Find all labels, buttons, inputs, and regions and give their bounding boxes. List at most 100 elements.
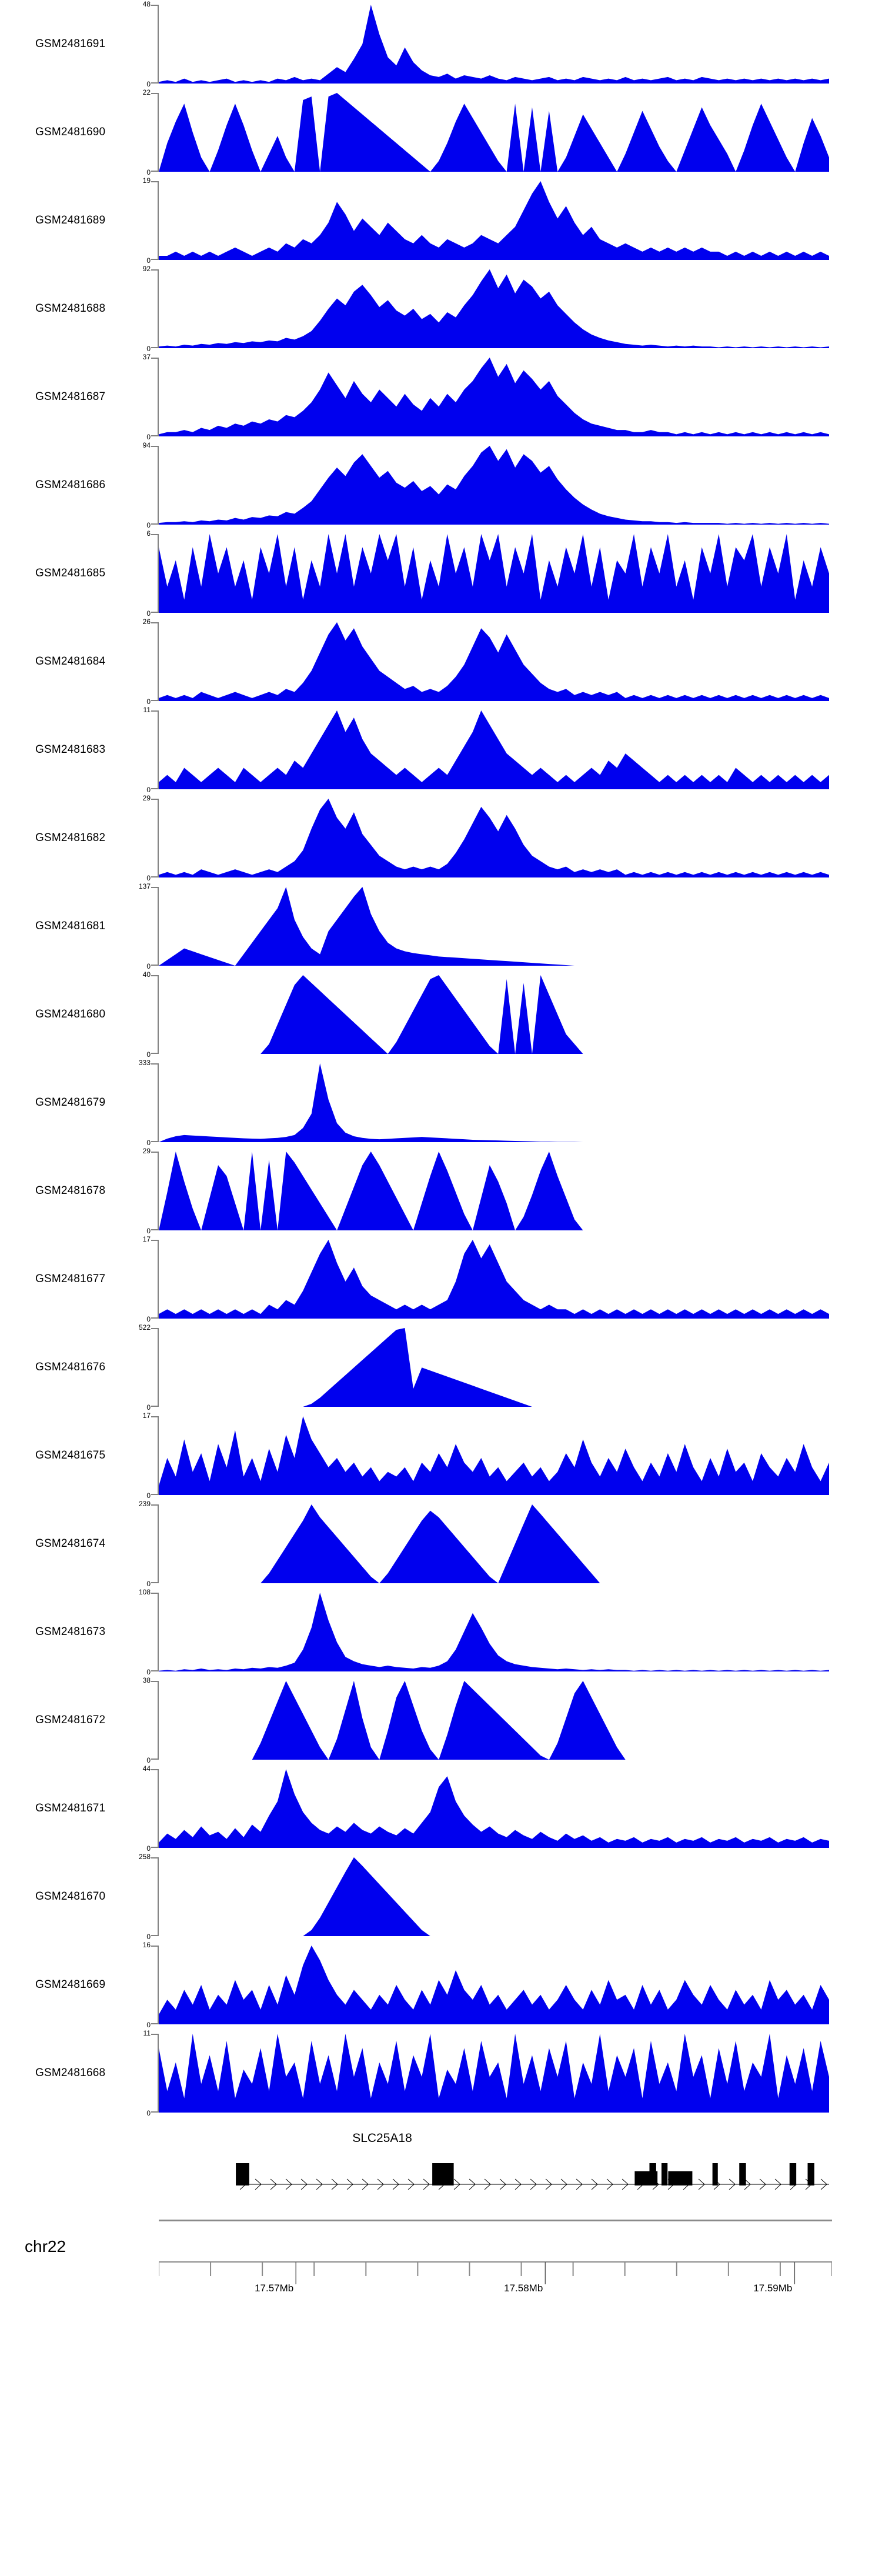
y-axis-tick-max <box>151 446 158 447</box>
track-label: GSM2481687 <box>35 391 106 403</box>
coverage-track-list: GSM2481691 48 0 GSM2481690 22 0 GSM2481689 19 0 G… <box>0 0 882 2117</box>
y-axis-tick-min <box>151 1317 158 1319</box>
y-axis-tick-min <box>151 1141 158 1142</box>
y-axis-tick-min <box>151 435 158 436</box>
track-y-axis: 26 0 <box>143 618 159 706</box>
strand-arrow-icon <box>285 2178 292 2190</box>
y-axis-max-label: 11 <box>143 706 151 714</box>
strand-arrow-icon <box>591 2178 598 2190</box>
track-y-axis: 108 0 <box>139 1588 159 1676</box>
y-axis-tick-max <box>151 1769 158 1770</box>
y-axis-tick-max <box>151 1063 158 1065</box>
y-axis-tick-max <box>151 1593 158 1594</box>
y-axis-max-label: 17 <box>142 1412 151 1420</box>
coverage-track: GSM2481668 11 0 <box>0 2029 882 2117</box>
y-axis-line <box>158 358 159 436</box>
strand-arrow-icon <box>514 2178 522 2190</box>
coverage-area <box>159 1063 829 1142</box>
y-axis-max-label: 333 <box>138 1059 151 1067</box>
coverage-track: GSM2481682 29 0 <box>0 794 882 882</box>
y-axis-tick-max <box>151 622 158 623</box>
strand-arrow-icon <box>469 2178 476 2190</box>
y-axis-min-label: 0 <box>146 2021 151 2029</box>
y-axis-max-label: 29 <box>142 794 151 802</box>
y-axis-tick-min <box>151 523 158 525</box>
y-axis-max-label: 22 <box>142 88 151 96</box>
y-axis-line <box>158 975 159 1054</box>
y-axis-min-label: 0 <box>146 256 151 265</box>
coverage-track: GSM2481675 17 0 <box>0 1412 882 1500</box>
coverage-track: GSM2481669 16 0 <box>0 1941 882 2029</box>
track-y-axis: 11 0 <box>143 2029 159 2117</box>
coverage-track: GSM2481687 37 0 <box>0 353 882 441</box>
track-y-axis: 17 0 <box>143 1412 159 1500</box>
y-axis-max-label: 11 <box>143 2029 151 2037</box>
track-y-axis: 48 0 <box>143 0 159 88</box>
y-axis-min-label: 0 <box>146 80 151 88</box>
track-label: GSM2481675 <box>35 1449 106 1461</box>
ruler-tick-label: 17.59Mb <box>753 2283 792 2294</box>
y-axis-tick-min <box>151 2023 158 2024</box>
y-axis-min-label: 0 <box>146 609 151 618</box>
strand-arrow-icon <box>484 2178 491 2190</box>
y-axis-line <box>158 1152 159 1230</box>
track-label: GSM2481671 <box>35 1802 106 1814</box>
track-label: GSM2481689 <box>35 214 106 226</box>
coverage-plot-area <box>159 975 829 1054</box>
track-y-axis: 258 0 <box>139 1853 159 1941</box>
y-axis-line <box>158 1328 159 1407</box>
coverage-plot-area <box>159 1063 829 1142</box>
strand-arrow-icon <box>453 2178 460 2190</box>
strand-arrow-icon <box>362 2178 369 2190</box>
y-axis-min-label: 0 <box>146 1315 151 1323</box>
strand-arrow-icon <box>300 2178 308 2190</box>
track-label: GSM2481691 <box>35 38 106 50</box>
coverage-track: GSM2481689 19 0 <box>0 176 882 265</box>
track-label: GSM2481683 <box>35 743 106 756</box>
track-label: GSM2481681 <box>35 920 106 932</box>
gene-exon-block <box>662 2163 668 2185</box>
y-axis-tick-min <box>151 347 158 348</box>
y-axis-tick-max <box>151 93 158 94</box>
coverage-plot-area <box>159 181 829 260</box>
coverage-track: GSM2481672 38 0 <box>0 1676 882 1764</box>
track-y-axis: 44 0 <box>143 1764 159 1853</box>
y-axis-min-label: 0 <box>146 1933 151 1941</box>
gene-exon-block <box>789 2163 797 2185</box>
coverage-area <box>159 358 829 436</box>
track-label: GSM2481682 <box>35 832 106 844</box>
y-axis-tick-max <box>151 799 158 800</box>
coverage-track: GSM2481685 6 0 <box>0 529 882 618</box>
track-label: GSM2481676 <box>35 1361 106 1373</box>
y-axis-line <box>158 1946 159 2024</box>
y-axis-tick-max <box>151 887 158 888</box>
track-label: GSM2481690 <box>35 126 106 138</box>
coverage-area <box>159 622 829 701</box>
y-axis-tick-max <box>151 1946 158 1947</box>
ruler-tick-label: 17.58Mb <box>504 2283 543 2294</box>
y-axis-max-label: 16 <box>142 1941 151 1949</box>
y-axis-tick-min <box>151 1847 158 1848</box>
y-axis-tick-max <box>151 1328 158 1329</box>
y-axis-max-label: 108 <box>138 1588 151 1596</box>
track-label: GSM2481672 <box>35 1714 106 1726</box>
track-label: GSM2481674 <box>35 1537 106 1550</box>
gene-model-glyph <box>159 2161 860 2198</box>
y-axis-tick-min <box>151 171 158 172</box>
strand-arrow-icon <box>545 2178 552 2190</box>
y-axis-max-label: 44 <box>142 1764 151 1773</box>
gene-exon-block <box>432 2163 454 2185</box>
y-axis-tick-min <box>151 1670 158 1671</box>
track-y-axis: 37 0 <box>143 353 159 441</box>
y-axis-max-label: 6 <box>146 529 151 538</box>
y-axis-tick-min <box>151 1759 158 1760</box>
y-axis-line <box>158 1769 159 1848</box>
y-axis-line <box>158 1240 159 1319</box>
coverage-area <box>159 1416 829 1495</box>
y-axis-max-label: 522 <box>138 1323 151 1332</box>
track-y-axis: 19 0 <box>143 176 159 265</box>
strand-arrow-icon <box>423 2178 430 2190</box>
coverage-plot-area <box>159 622 829 701</box>
y-axis-min-label: 0 <box>146 1050 151 1059</box>
y-axis-max-label: 37 <box>142 353 151 361</box>
